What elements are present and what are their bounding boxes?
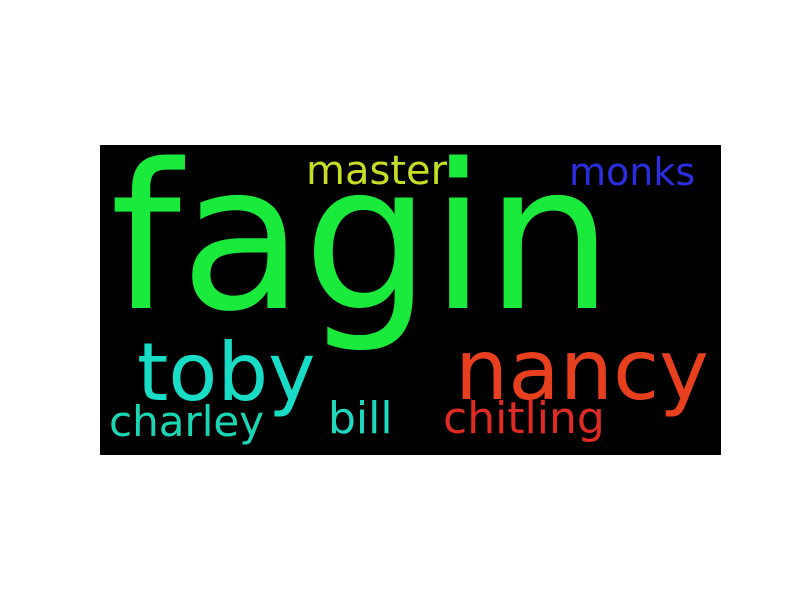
word-master: master [306, 148, 448, 194]
word-bill: bill [328, 393, 393, 444]
word-charley: charley [109, 397, 265, 446]
word-toby: toby [137, 326, 316, 419]
word-fagin: fagin [110, 145, 613, 356]
word-nancy: nancy [455, 321, 709, 419]
word-chitling: chitling [443, 393, 605, 444]
word-cloud: fagin master monks toby nancy charley bi… [100, 145, 721, 455]
word-monks: monks [569, 150, 696, 194]
